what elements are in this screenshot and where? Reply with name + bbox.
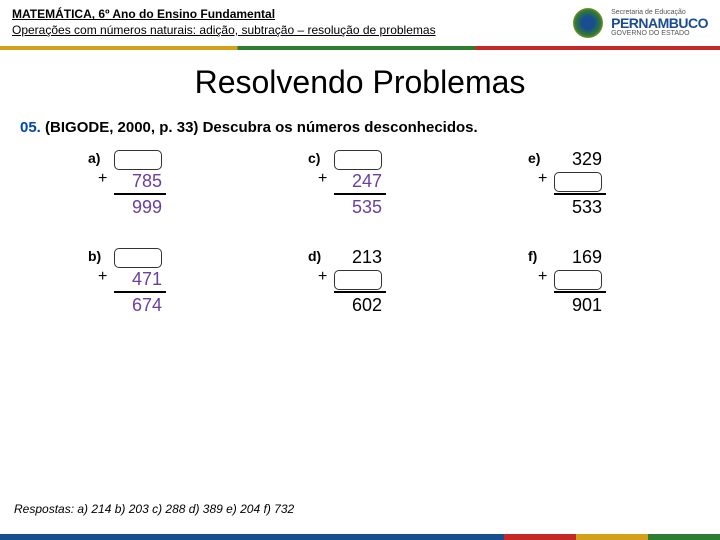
pernambuco-logo: Secretaria de Educação PERNAMBUCO GOVERN… bbox=[611, 9, 708, 37]
header-logo: Secretaria de Educação PERNAMBUCO GOVERN… bbox=[571, 6, 708, 40]
result-c: 535 bbox=[334, 196, 386, 218]
addend-b: 471 bbox=[114, 268, 166, 290]
unknown-box bbox=[554, 172, 602, 192]
unknown-box bbox=[114, 248, 162, 268]
problem-d: d) + 213 602 bbox=[334, 246, 386, 316]
problem-f: f) + 169 901 bbox=[554, 246, 606, 316]
unknown-box bbox=[554, 270, 602, 290]
result-a: 999 bbox=[114, 196, 166, 218]
problem-b: b) + 471 674 bbox=[114, 246, 166, 316]
answers-text: Respostas: a) 214 b) 203 c) 288 d) 389 e… bbox=[14, 502, 294, 516]
plus-icon: + bbox=[318, 170, 327, 188]
label-d: d) bbox=[308, 248, 321, 264]
result-b: 674 bbox=[114, 294, 166, 316]
addend-d: 213 bbox=[334, 246, 386, 268]
question-text: 05. (BIGODE, 2000, p. 33) Descubra os nú… bbox=[20, 119, 700, 136]
seal-icon bbox=[571, 6, 605, 40]
result-f: 901 bbox=[554, 294, 606, 316]
plus-icon: + bbox=[318, 268, 327, 286]
addend-a: 785 bbox=[114, 170, 166, 192]
column-3: e) + 329 533 f) + 169 901 bbox=[554, 148, 606, 316]
column-2: c) + 247 535 d) + 213 602 bbox=[334, 148, 386, 316]
plus-icon: + bbox=[538, 170, 547, 188]
label-f: f) bbox=[528, 248, 537, 264]
label-a: a) bbox=[88, 150, 100, 166]
addend-c: 247 bbox=[334, 170, 386, 192]
question-body: (BIGODE, 2000, p. 33) Descubra os número… bbox=[41, 119, 478, 136]
header-text: MATEMÁTICA, 6º Ano do Ensino Fundamental… bbox=[12, 7, 571, 38]
problems-grid: a) + 785 999 b) + 471 674 c) + bbox=[0, 148, 720, 316]
plus-icon: + bbox=[538, 268, 547, 286]
problem-c: c) + 247 535 bbox=[334, 148, 386, 218]
header: MATEMÁTICA, 6º Ano do Ensino Fundamental… bbox=[0, 0, 720, 50]
addend-f: 169 bbox=[554, 246, 606, 268]
result-d: 602 bbox=[334, 294, 386, 316]
header-title: MATEMÁTICA, 6º Ano do Ensino Fundamental bbox=[12, 7, 571, 23]
label-e: e) bbox=[528, 150, 540, 166]
unknown-box bbox=[334, 150, 382, 170]
problem-e: e) + 329 533 bbox=[554, 148, 606, 218]
page-title: Resolvendo Problemas bbox=[0, 64, 720, 101]
footer-bar bbox=[0, 534, 720, 540]
logo-big: PERNAMBUCO bbox=[611, 16, 708, 30]
plus-icon: + bbox=[98, 170, 107, 188]
unknown-box bbox=[114, 150, 162, 170]
label-c: c) bbox=[308, 150, 320, 166]
header-subtitle: Operações com números naturais: adição, … bbox=[12, 23, 571, 39]
result-e: 533 bbox=[554, 196, 606, 218]
question-number: 05. bbox=[20, 119, 41, 136]
plus-icon: + bbox=[98, 268, 107, 286]
problem-a: a) + 785 999 bbox=[114, 148, 166, 218]
label-b: b) bbox=[88, 248, 101, 264]
logo-small-2: GOVERNO DO ESTADO bbox=[611, 30, 708, 37]
unknown-box bbox=[334, 270, 382, 290]
column-1: a) + 785 999 b) + 471 674 bbox=[114, 148, 166, 316]
addend-e: 329 bbox=[554, 148, 606, 170]
